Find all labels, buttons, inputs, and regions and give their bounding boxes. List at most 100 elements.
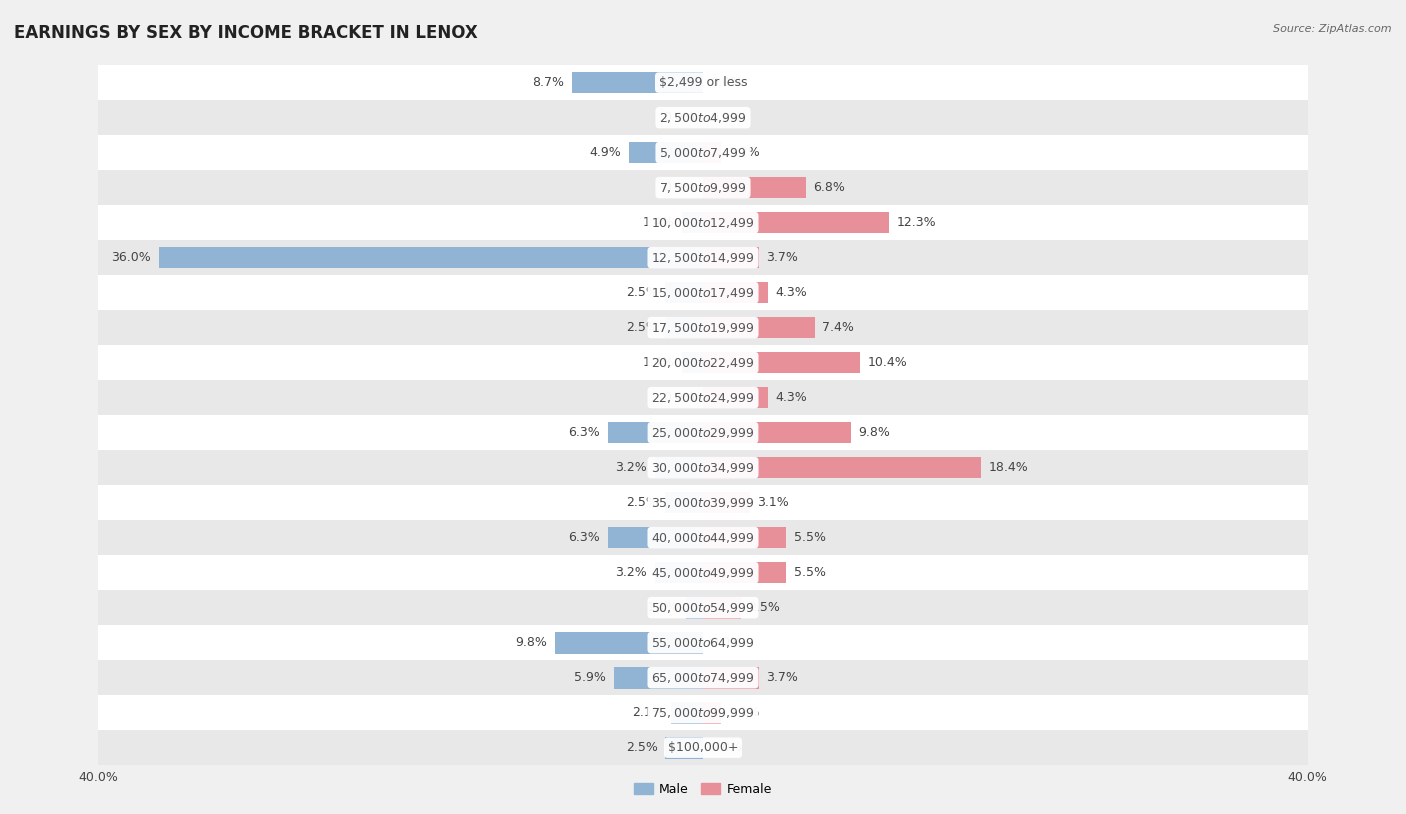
Bar xyxy=(703,527,786,549)
Bar xyxy=(703,492,749,514)
Text: 3.2%: 3.2% xyxy=(616,567,647,579)
Text: 2.5%: 2.5% xyxy=(626,322,658,334)
Text: 3.2%: 3.2% xyxy=(616,462,647,474)
Text: 12.3%: 12.3% xyxy=(897,217,936,229)
Text: $50,000 to $54,999: $50,000 to $54,999 xyxy=(651,601,755,615)
Bar xyxy=(703,352,860,374)
Bar xyxy=(703,282,768,304)
Text: EARNINGS BY SEX BY INCOME BRACKET IN LENOX: EARNINGS BY SEX BY INCOME BRACKET IN LEN… xyxy=(14,24,478,42)
Text: 7.4%: 7.4% xyxy=(823,322,855,334)
Bar xyxy=(98,170,1308,205)
Bar xyxy=(703,562,786,584)
Bar xyxy=(98,275,1308,310)
Text: $12,500 to $14,999: $12,500 to $14,999 xyxy=(651,251,755,265)
Text: 2.5%: 2.5% xyxy=(626,497,658,509)
Bar xyxy=(686,597,703,619)
Text: $5,000 to $7,499: $5,000 to $7,499 xyxy=(659,146,747,160)
Text: 0.0%: 0.0% xyxy=(710,637,742,649)
Text: $65,000 to $74,999: $65,000 to $74,999 xyxy=(651,671,755,685)
Bar xyxy=(703,177,806,199)
Text: 0.0%: 0.0% xyxy=(710,77,742,89)
Text: $55,000 to $64,999: $55,000 to $64,999 xyxy=(651,636,755,650)
Text: 5.5%: 5.5% xyxy=(794,532,825,544)
Text: 2.1%: 2.1% xyxy=(631,707,664,719)
Bar xyxy=(703,422,851,444)
Bar xyxy=(655,457,703,479)
Text: 4.3%: 4.3% xyxy=(776,287,807,299)
Text: 3.7%: 3.7% xyxy=(766,252,799,264)
Bar xyxy=(98,65,1308,100)
Text: 6.8%: 6.8% xyxy=(813,182,845,194)
Text: 6.3%: 6.3% xyxy=(568,427,600,439)
Bar xyxy=(703,387,768,409)
Bar xyxy=(703,212,889,234)
Bar xyxy=(98,345,1308,380)
Text: 9.8%: 9.8% xyxy=(859,427,890,439)
Text: $100,000+: $100,000+ xyxy=(668,742,738,754)
Bar xyxy=(98,415,1308,450)
Bar xyxy=(98,205,1308,240)
Text: 1.2%: 1.2% xyxy=(728,147,761,159)
Bar xyxy=(555,632,703,654)
Text: 4.9%: 4.9% xyxy=(589,147,621,159)
Bar xyxy=(665,317,703,339)
Text: $40,000 to $44,999: $40,000 to $44,999 xyxy=(651,531,755,545)
Text: $20,000 to $22,499: $20,000 to $22,499 xyxy=(651,356,755,370)
Text: 2.5%: 2.5% xyxy=(748,602,780,614)
Bar xyxy=(98,660,1308,695)
Text: 10.4%: 10.4% xyxy=(868,357,907,369)
Text: $10,000 to $12,499: $10,000 to $12,499 xyxy=(651,216,755,230)
Text: 18.4%: 18.4% xyxy=(988,462,1028,474)
Bar xyxy=(98,100,1308,135)
Text: 1.4%: 1.4% xyxy=(643,357,675,369)
Bar xyxy=(665,737,703,759)
Text: 4.3%: 4.3% xyxy=(776,392,807,404)
Bar xyxy=(98,555,1308,590)
Text: 1.1%: 1.1% xyxy=(647,602,679,614)
Text: $25,000 to $29,999: $25,000 to $29,999 xyxy=(651,426,755,440)
Text: $2,500 to $4,999: $2,500 to $4,999 xyxy=(659,111,747,125)
Text: 0.0%: 0.0% xyxy=(664,392,696,404)
Text: $15,000 to $17,499: $15,000 to $17,499 xyxy=(651,286,755,300)
Bar xyxy=(98,590,1308,625)
Bar xyxy=(614,667,703,689)
Bar xyxy=(98,695,1308,730)
Bar xyxy=(98,625,1308,660)
Bar xyxy=(703,667,759,689)
Text: $7,500 to $9,999: $7,500 to $9,999 xyxy=(659,181,747,195)
Text: 2.5%: 2.5% xyxy=(626,287,658,299)
Bar xyxy=(98,450,1308,485)
Text: 0.0%: 0.0% xyxy=(710,112,742,124)
Text: 5.5%: 5.5% xyxy=(794,567,825,579)
Bar xyxy=(682,212,703,234)
Bar xyxy=(98,380,1308,415)
Text: $75,000 to $99,999: $75,000 to $99,999 xyxy=(651,706,755,720)
Bar xyxy=(98,485,1308,520)
Bar xyxy=(98,310,1308,345)
Bar xyxy=(571,72,703,94)
Text: 36.0%: 36.0% xyxy=(111,252,152,264)
Bar xyxy=(682,352,703,374)
Bar xyxy=(607,422,703,444)
Text: 3.7%: 3.7% xyxy=(766,672,799,684)
Bar xyxy=(703,247,759,269)
Bar xyxy=(655,562,703,584)
Text: $45,000 to $49,999: $45,000 to $49,999 xyxy=(651,566,755,580)
Bar xyxy=(98,520,1308,555)
Legend: Male, Female: Male, Female xyxy=(630,778,776,801)
Bar xyxy=(671,702,703,724)
Bar xyxy=(703,597,741,619)
Bar xyxy=(703,457,981,479)
Bar xyxy=(159,247,703,269)
Text: 0.0%: 0.0% xyxy=(710,742,742,754)
Bar xyxy=(703,317,815,339)
Text: 3.1%: 3.1% xyxy=(758,497,789,509)
Bar xyxy=(665,282,703,304)
Text: 0.0%: 0.0% xyxy=(664,112,696,124)
Text: Source: ZipAtlas.com: Source: ZipAtlas.com xyxy=(1274,24,1392,34)
Text: $22,500 to $24,999: $22,500 to $24,999 xyxy=(651,391,755,405)
Text: 2.5%: 2.5% xyxy=(626,742,658,754)
Text: $2,499 or less: $2,499 or less xyxy=(659,77,747,89)
Text: $17,500 to $19,999: $17,500 to $19,999 xyxy=(651,321,755,335)
Bar xyxy=(98,135,1308,170)
